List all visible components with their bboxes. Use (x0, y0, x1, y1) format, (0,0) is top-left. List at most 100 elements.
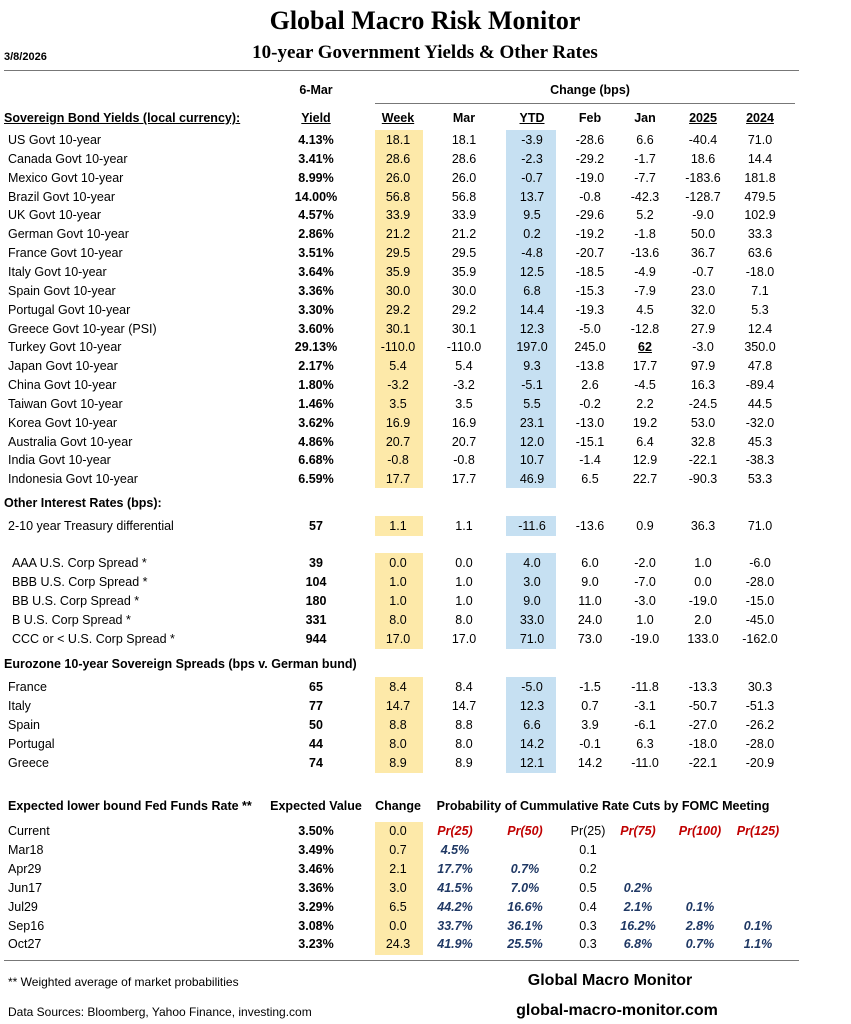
cell: 47.8 (747, 359, 773, 374)
cell: -13.8 (575, 359, 605, 374)
cell: 56.8 (385, 189, 411, 204)
cell: 56.8 (451, 189, 477, 204)
cell: -2.3 (521, 151, 543, 166)
row-label: Mexico Govt 10-year (8, 170, 124, 185)
cell: 53.0 (690, 415, 716, 430)
probability: 2.1% (623, 899, 653, 914)
row-label: B U.S. Corp Spread * (12, 613, 131, 627)
cell: 2.0 (694, 613, 712, 627)
cell: -1.4 (579, 453, 601, 468)
cell: 36.7 (690, 246, 716, 261)
cell: 3.5 (455, 396, 473, 411)
cell: 3.9 (581, 718, 599, 732)
row-label: Apr29 (8, 861, 42, 876)
cell: -5.0 (521, 680, 543, 694)
title: Global Macro Risk Monitor (269, 6, 581, 35)
cell: -4.8 (521, 246, 543, 261)
cell: 3.5 (389, 396, 407, 411)
cell: 30.3 (747, 680, 773, 694)
row-label: Turkey Govt 10-year (8, 340, 122, 355)
cell: -3.0 (692, 340, 714, 355)
cell: 1.0 (636, 613, 654, 627)
cell: 6.4 (636, 434, 654, 449)
probability: 0.7% (685, 937, 715, 952)
row-label: Indonesia Govt 10-year (8, 472, 138, 487)
row-label: UK Govt 10-year (8, 208, 102, 223)
cell: 3.0 (523, 575, 541, 589)
cell: -24.5 (688, 396, 718, 411)
cell: -162.0 (742, 632, 778, 646)
cell: 73.0 (577, 632, 603, 646)
cell: 1.0 (389, 594, 407, 608)
cell: -6.1 (634, 718, 656, 732)
cell: 74 (309, 756, 323, 770)
fed-header: Probability of Cummulative Rate Cuts by … (436, 799, 770, 813)
fed-header: Change (375, 799, 421, 813)
cell: 8.8 (455, 718, 473, 732)
cell: 29.2 (385, 302, 411, 317)
row-label: BBB U.S. Corp Spread * (12, 575, 148, 589)
cell: -9.0 (692, 208, 714, 223)
cell: 71.0 (519, 632, 545, 646)
cell: 3.23% (298, 937, 334, 952)
cell: 21.2 (451, 227, 477, 242)
cell: 65 (309, 680, 323, 694)
cell: 50.0 (690, 227, 716, 242)
cell: -0.1 (579, 737, 601, 751)
cell: 5.5 (523, 396, 541, 411)
cell: 0.3 (579, 918, 597, 933)
cell: 245.0 (574, 340, 606, 355)
cell: -18.0 (745, 264, 775, 279)
cell: 77 (309, 699, 323, 713)
cell: -3.1 (634, 699, 656, 713)
cell: -50.7 (688, 699, 718, 713)
cell: 6.5 (581, 472, 599, 487)
cell: -19.0 (575, 170, 605, 185)
cell: 20.7 (451, 434, 477, 449)
cell: 14.2 (519, 737, 545, 751)
cell: -51.3 (745, 699, 775, 713)
probability: Pr(125) (736, 824, 780, 838)
cell: 18.1 (385, 133, 411, 147)
cell: 50 (309, 718, 323, 732)
cell: 0.0 (455, 556, 473, 570)
cell: 30.0 (385, 283, 411, 298)
cell: -40.4 (688, 133, 718, 147)
cell: 14.2 (577, 756, 603, 770)
cell: 8.4 (389, 680, 407, 694)
probability: 36.1% (507, 918, 543, 933)
row-label: Greece (8, 756, 49, 770)
cell: 27.9 (690, 321, 716, 336)
cell: 62 (638, 340, 652, 355)
cell: -3.9 (521, 133, 543, 147)
cell: 2.17% (298, 359, 334, 374)
sources: Data Sources: Bloomberg, Yahoo Finance, … (8, 1005, 312, 1019)
cell: 2.6 (581, 378, 599, 393)
rule (4, 960, 799, 961)
cell: 2.2 (636, 396, 654, 411)
probability: Pr(50) (507, 824, 543, 838)
cell: 3.41% (298, 151, 334, 166)
cell: 197.0 (516, 340, 548, 355)
cell: 6.5 (389, 899, 407, 914)
cell: -7.7 (634, 170, 656, 185)
cell: -110.0 (380, 340, 416, 355)
cell: 14.7 (385, 699, 411, 713)
cell: 8.4 (455, 680, 473, 694)
cell: 1.1 (455, 519, 473, 533)
cell: 24.0 (577, 613, 603, 627)
cell: -20.9 (745, 756, 775, 770)
row-label: 2-10 year Treasury differential (8, 519, 174, 533)
row-label: Taiwan Govt 10-year (8, 396, 123, 411)
probability: 2.8% (685, 918, 715, 933)
cell: -28.6 (575, 133, 605, 147)
cell: 45.3 (747, 434, 773, 449)
cell: 16.9 (451, 415, 477, 430)
probability: 6.8% (623, 937, 653, 952)
brand: Global Macro Monitor (527, 972, 693, 989)
cell: 3.60% (298, 321, 334, 336)
cell: -19.0 (630, 632, 660, 646)
cell: 479.5 (744, 189, 776, 204)
cell: -1.5 (579, 680, 601, 694)
